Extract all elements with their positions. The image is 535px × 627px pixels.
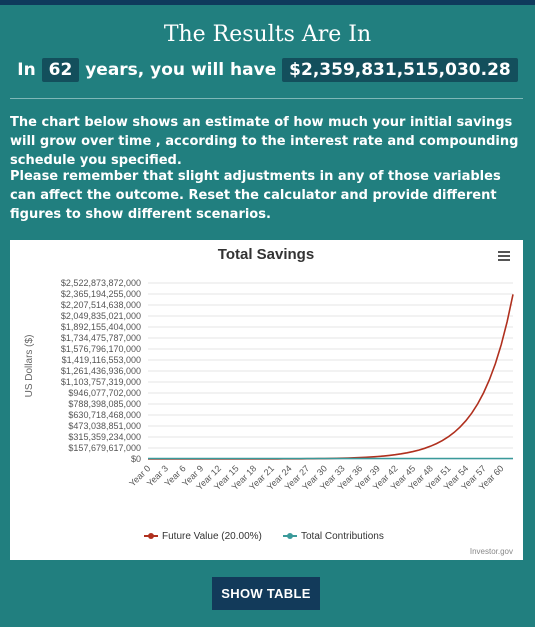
- y-axis: $2,522,873,872,000$2,365,194,255,000$2,2…: [61, 278, 141, 464]
- top-bar: [0, 0, 535, 5]
- y-tick-label: $2,207,514,638,000: [61, 300, 141, 310]
- y-tick-label: $315,359,234,000: [68, 432, 141, 442]
- y-axis-label: US Dollars ($): [24, 335, 35, 398]
- y-tick-label: $2,522,873,872,000: [61, 278, 141, 288]
- y-tick-label: $630,718,468,000: [68, 410, 141, 420]
- chart-series: [148, 294, 514, 460]
- hamburger-menu-icon[interactable]: [498, 251, 510, 261]
- summary-prefix: In: [17, 60, 36, 80]
- y-tick-label: $1,419,116,553,000: [62, 355, 141, 365]
- y-tick-label: $1,734,475,787,000: [61, 333, 141, 343]
- y-tick-label: $157,679,617,000: [68, 443, 141, 453]
- legend-marker-icon: [287, 533, 293, 539]
- y-tick-label: $788,398,085,000: [68, 399, 141, 409]
- legend-label: Future Value (20.00%): [162, 531, 262, 542]
- chart-legend[interactable]: Future Value (20.00%) Total Contributions: [144, 531, 384, 542]
- disclaimer-text: Please remember that slight adjustments …: [10, 169, 501, 222]
- y-tick-label: $1,576,796,170,000: [61, 344, 141, 354]
- summary-middle: years, you will have: [85, 60, 277, 80]
- y-tick-label: $473,038,851,000: [68, 421, 141, 431]
- page-title: The Results Are In: [163, 22, 372, 47]
- y-tick-label: $946,077,702,000: [68, 388, 141, 398]
- legend-label: Total Contributions: [301, 531, 384, 542]
- legend-marker-icon: [148, 533, 154, 539]
- y-tick-label: $2,049,835,021,000: [61, 311, 141, 321]
- y-tick-label: $1,261,436,936,000: [61, 366, 141, 376]
- future-value-line: [148, 294, 514, 460]
- savings-chart: Total Savings $2,522,873,872,000$2,365,1…: [24, 246, 514, 556]
- divider: [10, 98, 523, 99]
- years-value: 62: [41, 58, 80, 82]
- chart-credit: Investor.gov: [470, 547, 513, 556]
- y-tick-label: $0: [131, 454, 141, 464]
- chart-container: Total Savings $2,522,873,872,000 $2,365,1…: [10, 240, 523, 560]
- y-tick-label: $1,892,155,404,000: [61, 322, 141, 332]
- legend-item-total-contributions[interactable]: Total Contributions: [283, 531, 384, 542]
- chart-grid: [148, 282, 513, 460]
- chart-description: The chart below shows an estimate of how…: [10, 115, 519, 168]
- legend-item-future-value[interactable]: Future Value (20.00%): [144, 531, 262, 542]
- y-tick-label: $1,103,757,319,000: [61, 377, 141, 387]
- final-amount: $2,359,831,515,030.28: [282, 58, 518, 82]
- result-summary: In 62 years, you will have $2,359,831,51…: [0, 58, 535, 82]
- chart-title: Total Savings: [218, 246, 314, 263]
- y-tick-label: $2,365,194,255,000: [61, 289, 141, 299]
- show-table-button[interactable]: SHOW TABLE: [212, 577, 320, 610]
